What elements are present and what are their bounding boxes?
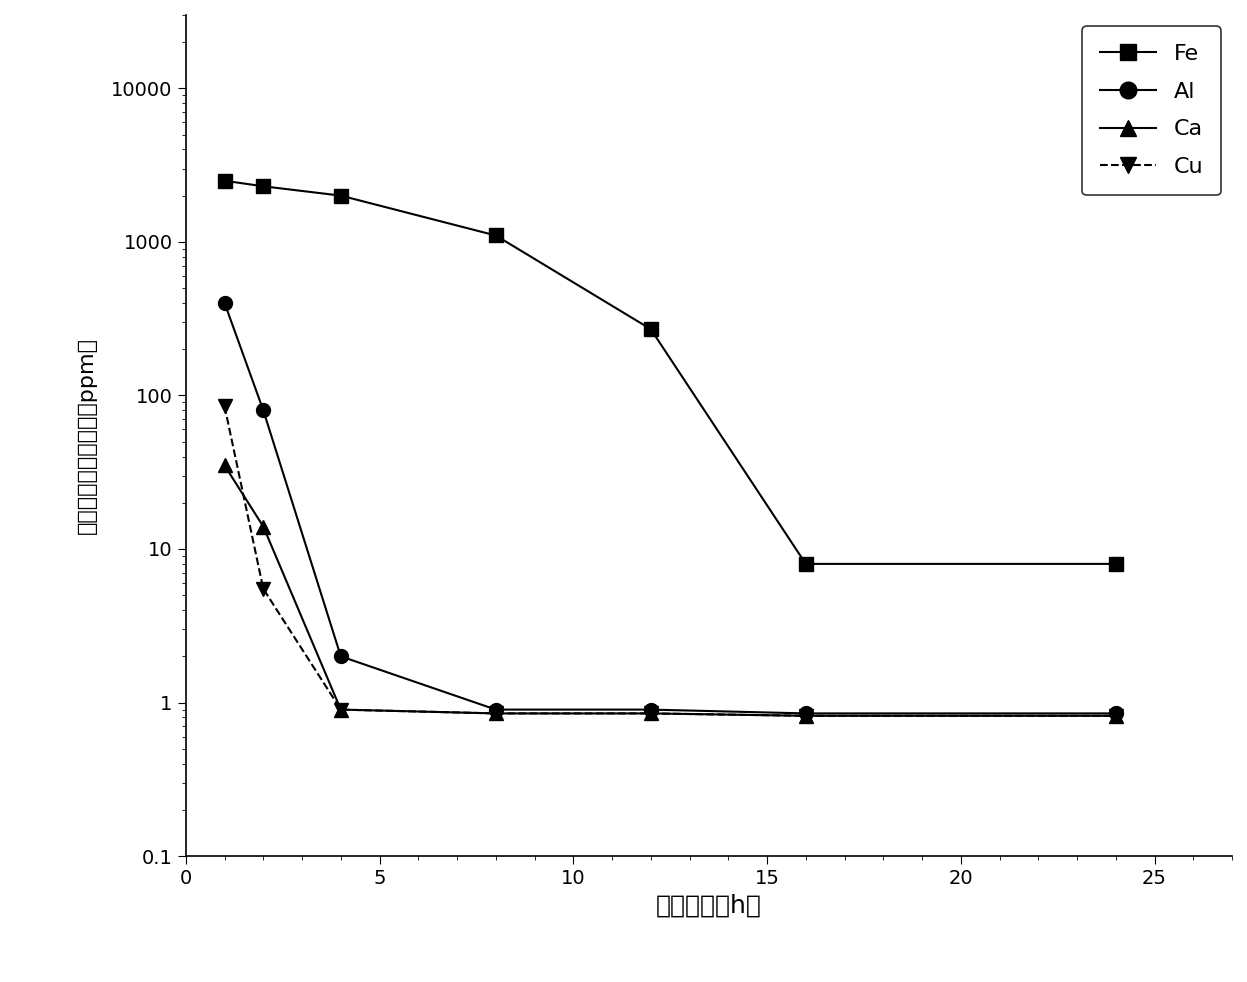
Cu: [217, 401, 232, 412]
Fe: [1109, 558, 1124, 570]
Cu: [798, 710, 813, 722]
Line: Cu: Cu: [218, 400, 1122, 723]
Cu: [643, 707, 658, 719]
Fe: [489, 230, 504, 242]
Cu: [1109, 710, 1124, 722]
Al: [217, 298, 232, 309]
Al: [1109, 707, 1124, 719]
Line: Al: Al: [218, 296, 1122, 721]
Ca: [256, 520, 271, 532]
Ca: [489, 707, 504, 719]
Cu: [333, 704, 348, 716]
Y-axis label: 硝中杂质元素的含量（ppm）: 硝中杂质元素的含量（ppm）: [77, 337, 97, 534]
Ca: [333, 704, 348, 716]
Fe: [798, 558, 813, 570]
Ca: [643, 707, 658, 719]
Ca: [1109, 710, 1124, 722]
Ca: [217, 460, 232, 471]
Al: [489, 704, 504, 716]
Al: [256, 405, 271, 416]
Legend: Fe, Al, Ca, Cu: Fe, Al, Ca, Cu: [1082, 27, 1221, 195]
Fe: [256, 181, 271, 192]
Al: [798, 707, 813, 719]
Fe: [643, 323, 658, 335]
Ca: [798, 710, 813, 722]
Fe: [217, 175, 232, 187]
Cu: [489, 707, 504, 719]
Fe: [333, 190, 348, 201]
X-axis label: 反应时间（h）: 反应时间（h）: [656, 894, 762, 918]
Line: Ca: Ca: [218, 459, 1122, 723]
Line: Fe: Fe: [218, 174, 1122, 571]
Cu: [256, 583, 271, 595]
Al: [643, 704, 658, 716]
Al: [333, 650, 348, 662]
